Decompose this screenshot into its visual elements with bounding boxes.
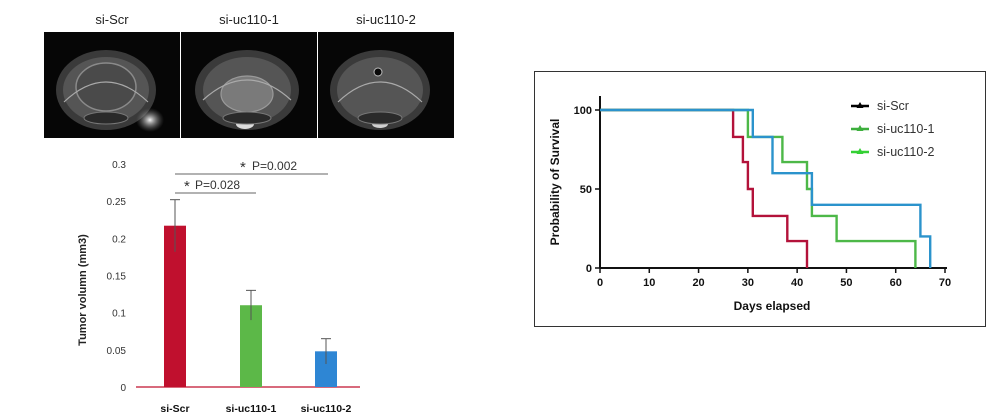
bar-y-tick-label: 0.25	[107, 197, 127, 208]
km-x-axis-label: Days elapsed	[734, 299, 811, 313]
km-x-tick-label: 50	[840, 277, 852, 289]
legend-marker-si-uc110-1	[856, 125, 864, 131]
survival-curve-chart: Probability of Survival Days elapsed 0 10…	[548, 96, 951, 313]
bar-si-Scr	[164, 225, 186, 387]
mri-label-uc110-2: si-uc110-2	[356, 12, 416, 27]
bar-category-label: si-uc110-2	[301, 403, 352, 415]
significance-star-028: *	[184, 178, 190, 195]
mri-label-uc110-1: si-uc110-1	[219, 12, 279, 27]
km-y-axis-label: Probability of Survival	[548, 119, 562, 246]
km-x-tick-label: 0	[597, 277, 603, 289]
significance-text-002: P=0.002	[252, 159, 297, 173]
legend-label-si-Scr: si-Scr	[877, 99, 909, 113]
bar-y-tick-label: 0.3	[112, 160, 126, 171]
bar-y-tick-label: 0	[120, 383, 126, 394]
legend-marker-si-uc110-2	[856, 148, 864, 154]
bar-y-tick-label: 0.05	[107, 346, 127, 357]
km-x-tick-label: 40	[791, 277, 803, 289]
km-x-tick-label: 30	[742, 277, 754, 289]
mri-label-scr: si-Scr	[95, 12, 129, 27]
mri-image-uc110-2	[318, 32, 454, 138]
mri-image-uc110-1	[181, 32, 317, 138]
y-axis-label: Tumor volumn (mm3)	[77, 234, 89, 346]
km-y-tick-label: 100	[574, 105, 592, 117]
km-y-tick-label: 50	[580, 184, 592, 196]
legend-label-si-uc110-2: si-uc110-2	[877, 145, 934, 159]
bar-si-uc110-1	[240, 305, 262, 387]
km-x-tick-label: 20	[692, 277, 704, 289]
significance-text-028: P=0.028	[195, 178, 240, 192]
bar-y-tick-label: 0.1	[112, 309, 126, 320]
km-y-tick-label: 0	[586, 263, 592, 275]
km-x-tick-label: 70	[939, 277, 951, 289]
mri-image-scr	[44, 32, 180, 138]
survival-chart-frame: Probability of Survival Days elapsed 0 10…	[534, 71, 986, 327]
bar-y-tick-label: 0.2	[112, 234, 126, 245]
km-series-si-uc110-2	[600, 108, 932, 268]
bar-category-label: si-uc110-1	[226, 403, 277, 415]
legend-marker-si-Scr	[856, 102, 864, 108]
significance-star-002: *	[240, 159, 246, 176]
km-series-si-Scr	[600, 108, 809, 268]
km-series-si-uc110-1	[600, 108, 917, 268]
bar-y-tick-label: 0.15	[107, 272, 127, 283]
bar-category-label: si-Scr	[160, 403, 189, 415]
km-x-tick-label: 60	[890, 277, 902, 289]
km-x-tick-label: 10	[643, 277, 655, 289]
legend-label-si-uc110-1: si-uc110-1	[877, 122, 934, 136]
bar-si-uc110-2	[315, 351, 337, 387]
tumor-volume-bar-chart: Tumor volumn (mm3) 0 0.05 0.1 0.15 0.2 0.25 0.…	[77, 159, 360, 415]
